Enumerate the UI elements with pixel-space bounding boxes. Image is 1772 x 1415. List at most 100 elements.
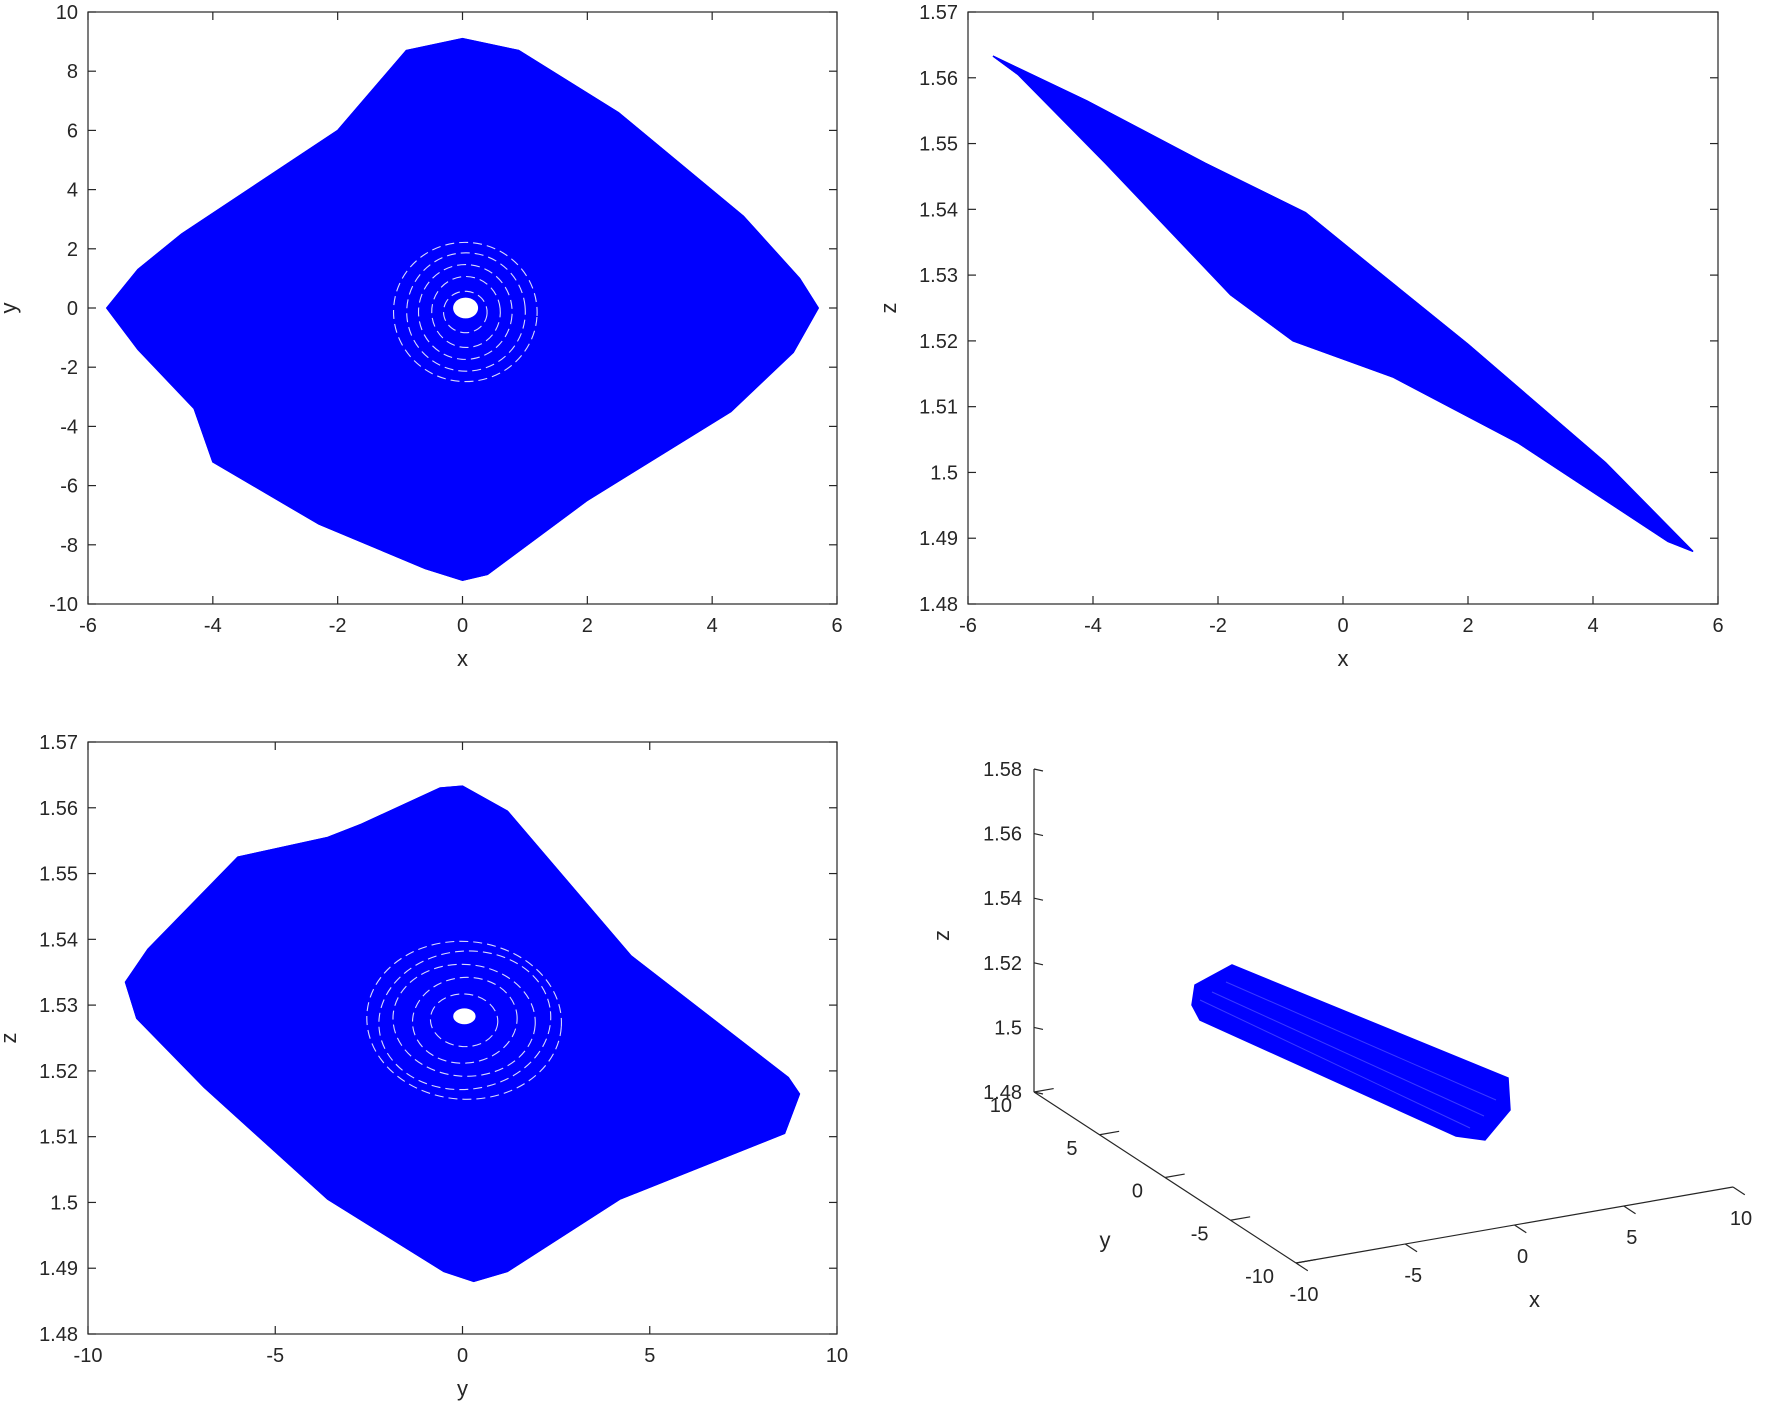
orbit-strand [116,46,809,574]
z-tick [1033,1026,1044,1030]
y-tick-label: 1.56 [919,68,958,90]
orbit-strand [138,796,785,1271]
y-tick-label: 1.53 [39,995,78,1017]
orbit-strand [997,59,1689,549]
x-tick-label: 0 [457,1345,468,1367]
x-tick-label: 6 [1712,615,1723,637]
y-tick-label: 0 [1132,1181,1143,1203]
z-tick-label: 1.58 [983,759,1022,781]
x-axis-label: y [457,1376,468,1401]
y-tick-label: 1.55 [919,134,958,156]
z-tick [1033,897,1044,901]
x-tick-label: 0 [1337,615,1348,637]
x-tick-label: 2 [1462,615,1473,637]
inner-orbit-ring [429,993,499,1048]
y-tick-label: 1.51 [39,1127,78,1149]
y-tick-label: 1.48 [919,594,958,616]
attractor-region-yz [124,785,801,1283]
x-tick-label: -5 [266,1345,284,1367]
x-tick-label: 5 [644,1345,655,1367]
x-axis-label: x [457,646,468,671]
z-tick-label: 1.5 [994,1017,1022,1039]
orbit-strand [992,55,1694,553]
attractor-slab-strand [1225,981,1497,1101]
x-tick-label: -4 [1084,615,1102,637]
attractor-slab-strand [1211,991,1485,1117]
z-tick-label: 1.54 [983,888,1022,910]
y-tick-label: 1.49 [919,528,958,550]
attractor-slab-3d [1191,964,1511,1141]
y-axis-label: y [0,303,21,314]
inner-orbit-ring [392,963,536,1077]
chart-xyz-3d: -10-50510-10-505101.481.51.521.541.561.5… [929,759,1752,1312]
y-tick [1099,1130,1120,1136]
y-tick-label: -2 [60,357,78,379]
x-tick-label: -10 [1290,1284,1319,1306]
x-tick-label: -6 [79,615,97,637]
y-tick-label: 1.53 [919,265,958,287]
y-tick-label: 4 [67,180,78,202]
inner-orbit-ring [431,275,501,349]
x-tick-label: -10 [74,1345,103,1367]
x-tick-label: 0 [457,615,468,637]
z-tick [1033,768,1044,772]
y-tick-label: 1.5 [50,1192,78,1214]
x-tick [1623,1205,1636,1215]
orbit-strand [134,792,790,1275]
orbit-strand [111,42,814,578]
y-tick-label: -10 [49,594,78,616]
y-tick-label: 1.54 [919,199,958,221]
y-tick [1230,1216,1251,1221]
chart-xz: -6 -4 -2 0 2 4 6 1.48 1.49 1.5 1.51 1.52 1.53 1.54 1.5… [876,2,1724,671]
x-tick-label: 10 [826,1345,848,1367]
z-tick [1033,962,1044,966]
orbit-strand [121,50,803,570]
y-tick-label: -8 [60,535,78,557]
x-tick-label: 5 [1626,1227,1637,1249]
z-tick [1033,833,1044,837]
z-tick-label: 1.52 [983,953,1022,975]
x-tick-label: 0 [1517,1246,1528,1268]
y-tick-label: 8 [67,61,78,83]
y-tick-label: -5 [1191,1223,1209,1245]
y-tick-label: -10 [1245,1266,1274,1288]
y-tick-label: 0 [67,298,78,320]
x-axis-label: x [1338,646,1349,671]
z-tick-label: 1.48 [983,1082,1022,1104]
y-tick-label: 10 [990,1095,1012,1117]
y-tick-label: 2 [67,239,78,261]
x-axis-label: x [1529,1287,1540,1312]
inner-orbit-ring [417,264,513,360]
attractor-region-xz [992,55,1694,552]
x-tick-label: -6 [959,615,977,637]
y-tick [1033,1087,1054,1093]
y-tick-label: 1.52 [919,331,958,353]
orbit-strand [1007,66,1678,541]
y-tick-label: 1.57 [919,2,958,24]
x-tick-label: 4 [707,615,718,637]
orbit-strand [105,37,820,581]
equilibrium-hole [453,1008,476,1025]
orbit-strand [1002,62,1683,545]
chart-xy: -6 -4 -2 0 2 4 6 -10 -8 -6 -4 -2 0 2 4 6 8 10 x y [0,2,843,671]
y-tick-label: 1.54 [39,929,78,951]
inner-orbit-ring [442,290,488,334]
y-tick-label: 1.57 [39,732,78,754]
chart-yz: -10 -5 0 5 10 1.48 1.49 1.5 1.51 1.52 1.53 1.54 1.55… [0,732,848,1401]
orbit-strand [124,785,801,1283]
y-axis-label: z [0,1033,21,1044]
y-tick [1295,1258,1316,1264]
y-tick-label: 1.52 [39,1061,78,1083]
y-tick-label: 1.56 [39,798,78,820]
y-tick [1164,1173,1185,1179]
x-tick-label: 2 [582,615,593,637]
y-axis-label: z [876,303,901,314]
y-tick-label: -6 [60,476,78,498]
orbit-strand [129,788,795,1279]
y-tick-label: 1.5 [930,462,958,484]
z-tick-label: 1.56 [983,824,1022,846]
y-tick-label: 6 [67,120,78,142]
attractor-slab-strand [1199,999,1471,1129]
y-tick-label: -4 [60,416,78,438]
